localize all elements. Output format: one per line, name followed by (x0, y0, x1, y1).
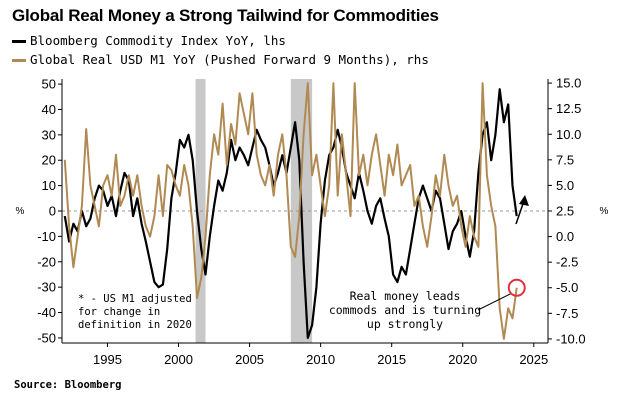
right-tick-label: 7.5 (556, 152, 574, 167)
left-tick-label: -20 (37, 254, 56, 269)
legend-item-real-m1: Global Real USD M1 YoY (Pushed Forward 9… (12, 52, 429, 67)
series-line-commodity-index (63, 88, 518, 339)
up-arrow-head (519, 195, 529, 206)
right-tick-label: -2.5 (556, 255, 578, 270)
left-axis-unit: % (16, 206, 25, 217)
x-tick-label: 2000 (164, 352, 193, 367)
right-axis-unit: % (600, 206, 609, 217)
right-tick-label: 15.0 (556, 76, 581, 91)
series-line-real-m1 (63, 82, 518, 340)
legend-label-commodity-index: Bloomberg Commodity Index YoY, lhs (30, 33, 286, 48)
right-tick-label: 2.5 (556, 204, 574, 219)
legend-label-real-m1: Global Real USD M1 YoY (Pushed Forward 9… (30, 52, 429, 67)
x-tick-label: 2010 (306, 352, 335, 367)
footnote-line: * - US M1 adjusted (78, 293, 192, 305)
footnote-line: for change in (78, 306, 160, 318)
left-tick-label: 10 (42, 178, 56, 193)
left-tick-label: -30 (37, 280, 56, 295)
callout-line: commods and is turning (329, 303, 481, 317)
left-tick-label: 50 (42, 77, 56, 92)
legend-item-commodity-index: Bloomberg Commodity Index YoY, lhs (12, 33, 286, 48)
left-tick-label: 0 (49, 204, 56, 219)
x-tick-label: 1995 (93, 352, 122, 367)
left-tick-label: 20 (42, 153, 56, 168)
x-tick-label: 2005 (235, 352, 264, 367)
legend-swatch-black (12, 40, 26, 43)
footnote-line: definition in 2020 (78, 319, 192, 331)
source-note: Source: Bloomberg (14, 379, 122, 391)
chart-title: Global Real Money a Strong Tailwind for … (12, 6, 439, 25)
left-tick-label: -50 (37, 330, 56, 345)
callout-line: Real money leads (350, 289, 461, 303)
left-tick-label: -10 (37, 229, 56, 244)
right-tick-label: 0.0 (556, 229, 574, 244)
left-tick-label: 40 (42, 102, 56, 117)
x-tick-label: 2020 (448, 352, 477, 367)
left-tick-label: -40 (37, 305, 56, 320)
callout-line: up strongly (367, 317, 443, 331)
right-tick-label: 5.0 (556, 178, 574, 193)
legend-swatch-gold (12, 59, 26, 62)
x-tick-label: 2025 (519, 352, 548, 367)
right-tick-label: -10.0 (556, 331, 586, 346)
x-tick-label: 2015 (377, 352, 406, 367)
right-tick-label: 10.0 (556, 127, 581, 142)
highlight-circle (507, 278, 526, 297)
left-tick-label: 30 (42, 127, 56, 142)
callout-pointer (477, 293, 511, 311)
right-tick-label: -7.5 (556, 306, 578, 321)
right-tick-label: -5.0 (556, 280, 578, 295)
right-tick-label: 12.5 (556, 101, 581, 116)
